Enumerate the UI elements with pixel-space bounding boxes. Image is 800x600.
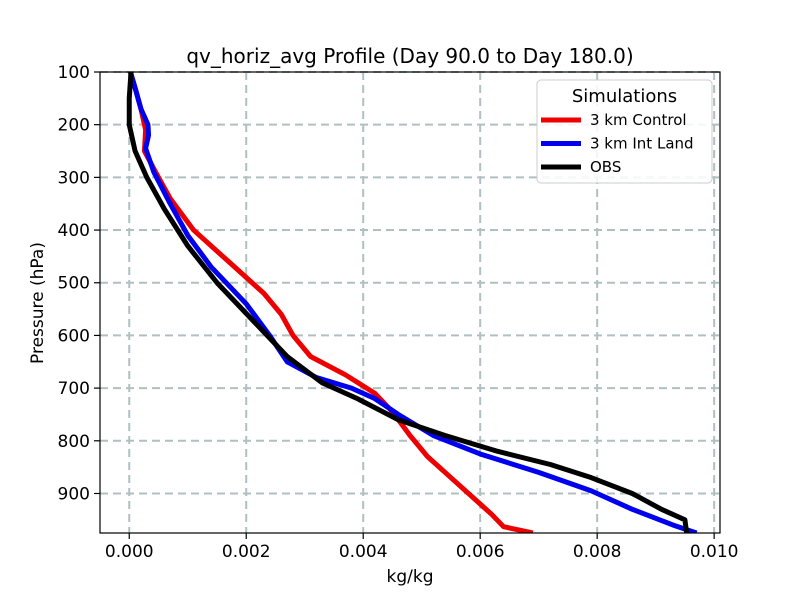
legend-label-3-km-control: 3 km Control: [590, 111, 687, 129]
x-tick-label-2: 0.004: [339, 542, 388, 562]
legend-title: Simulations: [572, 86, 677, 107]
y-tick-label-2: 300: [58, 168, 90, 188]
y-tick-label-5: 600: [58, 326, 90, 346]
chart-title: qv_horiz_avg Profile (Day 90.0 to Day 18…: [186, 44, 633, 68]
x-tick-label-5: 0.010: [690, 542, 739, 562]
x-tick-label-3: 0.006: [456, 542, 505, 562]
x-tick-label-4: 0.008: [573, 542, 622, 562]
y-tick-label-0: 100: [58, 63, 90, 83]
x-tick-label-1: 0.002: [222, 542, 271, 562]
y-tick-label-8: 900: [58, 484, 90, 504]
y-tick-label-6: 700: [58, 379, 90, 399]
y-tick-label-1: 200: [58, 116, 90, 136]
legend: Simulations 3 km Control 3 km Int Land OBS: [536, 79, 713, 184]
y-tick-label-4: 500: [58, 274, 90, 294]
y-tick-label-7: 800: [58, 432, 90, 452]
plot-area: 0.000 0.002 0.004 0.006 0.008 0.010 100 200 300 4…: [58, 63, 739, 562]
legend-label-obs: OBS: [590, 158, 621, 176]
legend-box: [536, 79, 713, 184]
x-tick-label-0: 0.000: [105, 542, 154, 562]
y-tick-label-3: 400: [58, 221, 90, 241]
series-line-obs: [126, 72, 690, 533]
plot-frame: [99, 71, 721, 534]
y-axis-label: Pressure (hPa): [28, 242, 48, 364]
legend-label-3-km-int-land: 3 km Int Land: [590, 135, 694, 153]
x-axis-label: kg/kg: [387, 567, 434, 587]
